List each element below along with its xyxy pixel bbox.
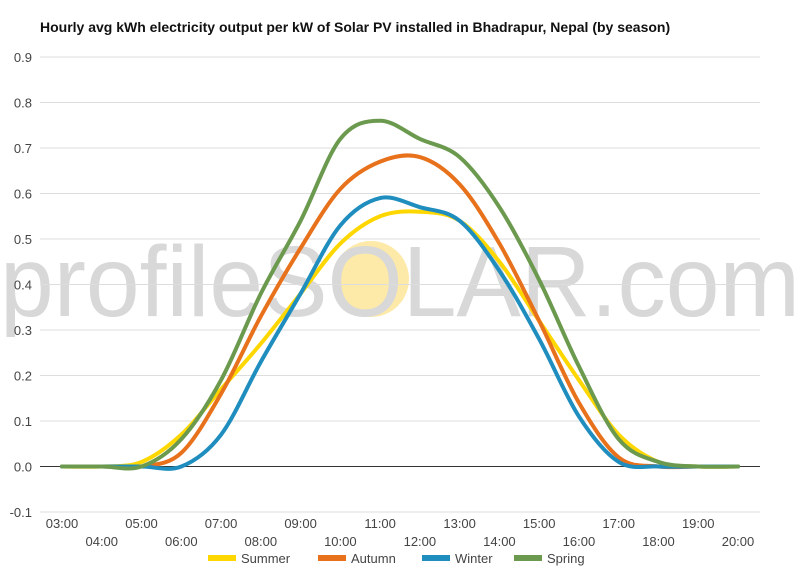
legend-swatch-autumn	[318, 555, 346, 561]
x-tick-label: 04:00	[85, 534, 118, 549]
x-tick-label: 03:00	[46, 516, 79, 531]
x-tick-label: 12:00	[404, 534, 437, 549]
legend-swatch-spring	[514, 555, 542, 561]
legend-label-winter: Winter	[455, 551, 493, 566]
series-line-spring	[60, 118, 740, 471]
y-tick-label: 0.1	[14, 414, 32, 429]
series-lines	[60, 118, 740, 471]
legend-label-autumn: Autumn	[351, 551, 396, 566]
y-tick-label: 0.2	[14, 369, 32, 384]
gridlines	[40, 56, 760, 513]
x-tick-label: 19:00	[682, 516, 715, 531]
y-tick-label: 0.3	[14, 323, 32, 338]
legend: Summer Autumn Winter Spring	[208, 551, 585, 566]
x-tick-label: 18:00	[642, 534, 675, 549]
chart-title: Hourly avg kWh electricity output per kW…	[40, 19, 671, 35]
x-tick-label: 14:00	[483, 534, 516, 549]
x-tick-label: 15:00	[523, 516, 556, 531]
watermark-sun	[333, 241, 409, 317]
x-tick-label: 05:00	[125, 516, 158, 531]
x-tick-label: 07:00	[205, 516, 238, 531]
y-tick-label: -0.1	[10, 505, 32, 520]
x-tick-label: 09:00	[284, 516, 317, 531]
legend-swatch-summer	[208, 555, 236, 561]
watermark-text: profileSOLAR.com	[0, 226, 800, 338]
series-line-summer	[60, 209, 740, 469]
x-tick-label: 10:00	[324, 534, 357, 549]
y-axis: -0.1 0.0 0.1 0.2 0.3 0.4 0.5 0.6 0.7 0.8 0.9	[10, 50, 32, 520]
y-tick-label: 0.8	[14, 96, 32, 111]
x-tick-label: 20:00	[722, 534, 755, 549]
series-line-autumn	[60, 153, 740, 470]
x-tick-label: 16:00	[563, 534, 596, 549]
y-tick-label: 0.6	[14, 187, 32, 202]
y-tick-label: 0.0	[14, 460, 32, 475]
series-line-winter	[60, 195, 740, 471]
y-tick-label: 0.7	[14, 141, 32, 156]
y-tick-label: 0.4	[14, 278, 32, 293]
x-tick-label: 13:00	[443, 516, 476, 531]
legend-label-spring: Spring	[547, 551, 585, 566]
y-tick-label: 0.5	[14, 232, 32, 247]
x-tick-label: 08:00	[245, 534, 278, 549]
legend-label-summer: Summer	[241, 551, 291, 566]
x-tick-label: 06:00	[165, 534, 198, 549]
x-tick-label: 11:00	[364, 516, 396, 531]
x-tick-label: 17:00	[602, 516, 635, 531]
watermark: profileSOLAR.com	[0, 226, 800, 338]
x-axis: 03:00 04:00 05:00 06:00 07:00 08:00 09:00 10:00…	[46, 516, 755, 549]
legend-swatch-winter	[422, 555, 450, 561]
y-tick-label: 0.9	[14, 50, 32, 65]
